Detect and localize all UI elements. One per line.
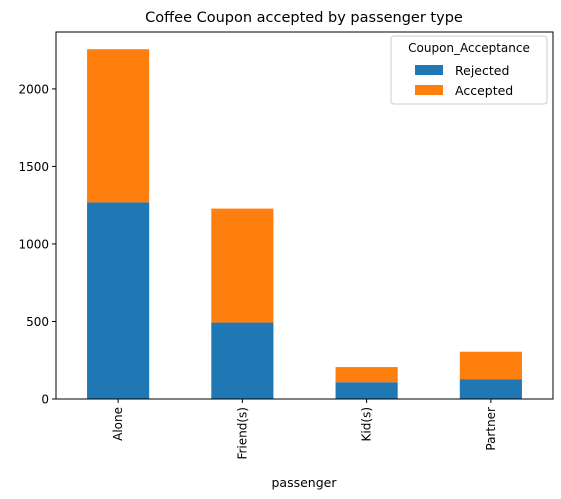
- plot-frame: [55, 31, 554, 400]
- legend-swatch-accepted: [415, 85, 443, 95]
- bar-friend-s-accepted: [211, 208, 274, 323]
- x-axis: Alone Friend(s) Kid(s) Partner: [111, 399, 498, 460]
- bar-kid-s-accepted: [335, 367, 398, 383]
- bar-kid-s-rejected: [335, 382, 398, 399]
- x-tick-label: Alone: [111, 407, 125, 441]
- bar-alone-rejected: [87, 202, 150, 399]
- chart-title: Coffee Coupon accepted by passenger type: [145, 10, 463, 26]
- bar-friend-s-rejected: [211, 322, 274, 399]
- legend-label-accepted: Accepted: [455, 83, 513, 98]
- bars-layer: [87, 49, 522, 399]
- x-axis-label: passenger: [272, 475, 338, 490]
- bar-partner-accepted: [459, 351, 522, 380]
- y-axis: 0 500 1000 1500 2000: [18, 82, 56, 407]
- legend-label-rejected: Rejected: [455, 63, 509, 78]
- x-tick-label: Kid(s): [360, 407, 374, 441]
- y-tick-label: 2000: [18, 82, 49, 96]
- y-tick-label: 1500: [18, 160, 49, 174]
- y-tick-label: 0: [41, 393, 49, 407]
- legend-title: Coupon_Acceptance: [408, 41, 530, 55]
- x-tick-label: Partner: [484, 407, 498, 451]
- y-tick-label: 500: [26, 315, 49, 329]
- bar-alone-accepted: [87, 49, 150, 203]
- x-tick-label: Friend(s): [235, 407, 249, 460]
- bar-partner-rejected: [459, 379, 522, 399]
- legend-swatch-rejected: [415, 65, 443, 75]
- y-tick-label: 1000: [18, 237, 49, 251]
- legend: Coupon_Acceptance Rejected Accepted: [390, 35, 548, 105]
